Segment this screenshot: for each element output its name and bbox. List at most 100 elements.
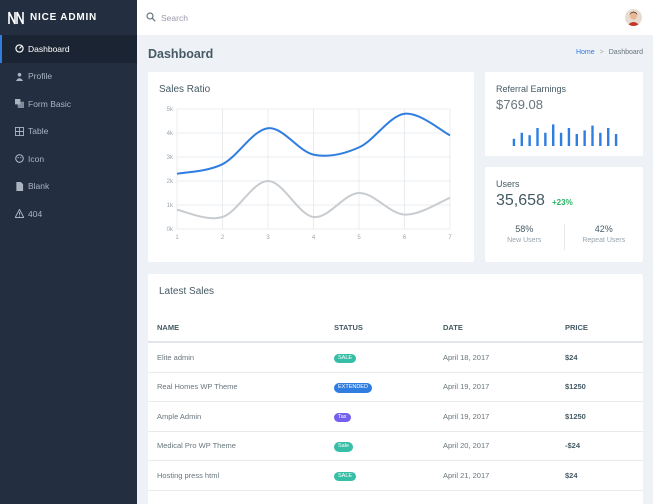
table-row[interactable]: Medical Pro WP Theme Sale April 20, 2017… bbox=[148, 432, 643, 461]
row-price: $24 bbox=[565, 470, 578, 480]
row-date: April 20, 2017 bbox=[443, 441, 490, 451]
chart-x-tick-label: 6 bbox=[403, 235, 407, 241]
avatar[interactable] bbox=[625, 9, 642, 26]
dashboard-gauge-icon bbox=[14, 44, 24, 54]
table-row[interactable]: Ample Admin Tax April 19, 2017 $1250 bbox=[148, 402, 643, 432]
sidebar-item-label: Profile bbox=[28, 71, 53, 82]
column-header-status[interactable]: STATUS bbox=[334, 322, 363, 332]
referral-bar bbox=[614, 134, 618, 146]
sidebar-item-blank[interactable]: Blank bbox=[0, 173, 137, 201]
row-name: Elite admin bbox=[157, 352, 195, 362]
latest-sales-table: NAME STATUS DATE PRICE Elite admin SALE … bbox=[148, 313, 643, 491]
users-growth-badge: +23% bbox=[552, 198, 573, 207]
sidebar-item-label: Table bbox=[28, 126, 49, 137]
row-name: Medical Pro WP Theme bbox=[157, 441, 236, 451]
referral-bar bbox=[559, 132, 563, 146]
page-title: Dashboard bbox=[148, 47, 214, 61]
breadcrumb: Home > Dashboard bbox=[576, 49, 643, 56]
row-price: $1250 bbox=[565, 411, 586, 421]
users-count: 35,658 bbox=[496, 192, 545, 209]
column-header-date[interactable]: DATE bbox=[443, 322, 463, 332]
table-row[interactable]: Elite admin SALE April 18, 2017 $24 bbox=[148, 343, 643, 373]
brand-name: NICE ADMIN bbox=[30, 12, 98, 23]
referral-bar bbox=[544, 132, 547, 146]
referral-bar bbox=[528, 135, 531, 146]
breadcrumb-separator: > bbox=[599, 49, 604, 56]
chart-x-tick-label: 5 bbox=[357, 235, 361, 241]
chart-x-tick-label: 7 bbox=[448, 235, 452, 241]
row-name: Ample Admin bbox=[157, 411, 202, 421]
sidebar-item-label: Dashboard bbox=[28, 43, 70, 54]
chart-x-tick-label: 2 bbox=[221, 235, 225, 241]
table-header: NAME STATUS DATE PRICE bbox=[148, 313, 643, 343]
chart-x-tick-label: 4 bbox=[312, 235, 316, 241]
referral-earnings-value: $769.08 bbox=[496, 97, 543, 112]
row-price: -$24 bbox=[565, 441, 581, 451]
users-card: Users 35,658 +23% 58% New Users 42% Repe… bbox=[485, 167, 643, 262]
sidebar-item-label: Form Basic bbox=[28, 98, 71, 109]
referral-bar bbox=[512, 138, 516, 146]
sidebar-item-table[interactable]: Table bbox=[0, 118, 137, 146]
chart-y-tick-label: 4k bbox=[167, 131, 174, 137]
sidebar-item-label: Blank bbox=[28, 181, 50, 192]
row-name: Hosting press html bbox=[157, 470, 220, 480]
search-input[interactable] bbox=[161, 10, 461, 26]
breadcrumb-current: Dashboard bbox=[608, 49, 643, 56]
repeat-users-pct: 42% bbox=[594, 224, 613, 234]
layers-icon bbox=[14, 99, 24, 109]
row-date: April 19, 2017 bbox=[443, 382, 490, 392]
status-badge: Tax bbox=[334, 412, 351, 422]
new-users-pct: 58% bbox=[515, 224, 534, 234]
column-header-name[interactable]: NAME bbox=[157, 322, 180, 332]
sidebar-item-profile[interactable]: Profile bbox=[0, 63, 137, 91]
brand-logo-icon bbox=[8, 11, 24, 24]
status-badge: Sale bbox=[334, 442, 354, 452]
referral-earnings-card: Referral Earnings $769.08 bbox=[485, 72, 643, 156]
sidebar-item-icon[interactable]: Icon bbox=[0, 145, 137, 173]
topbar bbox=[137, 0, 653, 35]
referral-bar bbox=[520, 132, 523, 146]
row-price: $24 bbox=[565, 352, 578, 362]
row-date: April 21, 2017 bbox=[443, 470, 490, 480]
breadcrumb-home-link[interactable]: Home bbox=[575, 49, 595, 56]
users-stats: 58% New Users 42% Repeat Users bbox=[485, 224, 643, 250]
referral-bar bbox=[599, 132, 602, 146]
sidebar-item-dashboard[interactable]: Dashboard bbox=[0, 35, 137, 63]
chart-y-tick-label: 2k bbox=[167, 179, 174, 185]
referral-bar bbox=[607, 128, 610, 146]
sidebar-nav: Dashboard Profile Form Basic Table Icon bbox=[0, 35, 137, 228]
referral-earnings-title: Referral Earnings bbox=[496, 84, 567, 94]
referral-bar bbox=[536, 128, 539, 146]
chart-x-tick-label: 3 bbox=[266, 235, 270, 241]
sidebar: NICE ADMIN Dashboard Profile Form Basic … bbox=[0, 0, 137, 504]
face-icon bbox=[14, 154, 24, 164]
warning-icon bbox=[14, 209, 24, 219]
row-date: April 19, 2017 bbox=[443, 411, 490, 421]
status-badge: SALE bbox=[334, 471, 357, 481]
sidebar-item-404[interactable]: 404 bbox=[0, 200, 137, 228]
sales-ratio-title: Sales Ratio bbox=[159, 84, 211, 95]
search-icon[interactable] bbox=[146, 12, 156, 22]
chart-y-tick-label: 3k bbox=[167, 155, 174, 161]
chart-x-tick-label: 1 bbox=[175, 235, 179, 241]
repeat-users-label: Repeat Users bbox=[582, 237, 626, 244]
status-badge: SALE bbox=[334, 353, 357, 363]
file-icon bbox=[14, 181, 24, 191]
sales-ratio-card: Sales Ratio 0k 1k 2k 3k 4k 5k 1 2 3 4 5 6 7 bbox=[148, 72, 474, 262]
referral-bar bbox=[583, 130, 586, 146]
latest-sales-title: Latest Sales bbox=[159, 286, 215, 297]
table-row[interactable]: Hosting press html SALE April 21, 2017 $… bbox=[148, 461, 643, 491]
row-name: Real Homes WP Theme bbox=[157, 382, 238, 392]
sidebar-item-form-basic[interactable]: Form Basic bbox=[0, 90, 137, 118]
sidebar-item-label: 404 bbox=[28, 208, 43, 219]
status-badge: EXTENDED bbox=[334, 383, 372, 393]
latest-sales-card: Latest Sales NAME STATUS DATE PRICE Elit… bbox=[148, 274, 643, 504]
brand-logo[interactable]: NICE ADMIN bbox=[0, 0, 137, 35]
chart-y-tick-label: 0k bbox=[167, 227, 174, 233]
table-row[interactable]: Real Homes WP Theme EXTENDED April 19, 2… bbox=[148, 373, 643, 402]
avatar-icon bbox=[625, 9, 642, 26]
sidebar-item-label: Icon bbox=[28, 153, 45, 164]
column-header-price[interactable]: PRICE bbox=[565, 322, 588, 332]
row-date: April 18, 2017 bbox=[443, 352, 490, 362]
user-icon bbox=[14, 71, 24, 81]
